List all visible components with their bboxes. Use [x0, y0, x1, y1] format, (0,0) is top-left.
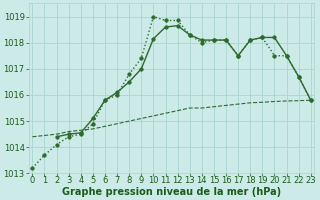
- X-axis label: Graphe pression niveau de la mer (hPa): Graphe pression niveau de la mer (hPa): [62, 187, 281, 197]
